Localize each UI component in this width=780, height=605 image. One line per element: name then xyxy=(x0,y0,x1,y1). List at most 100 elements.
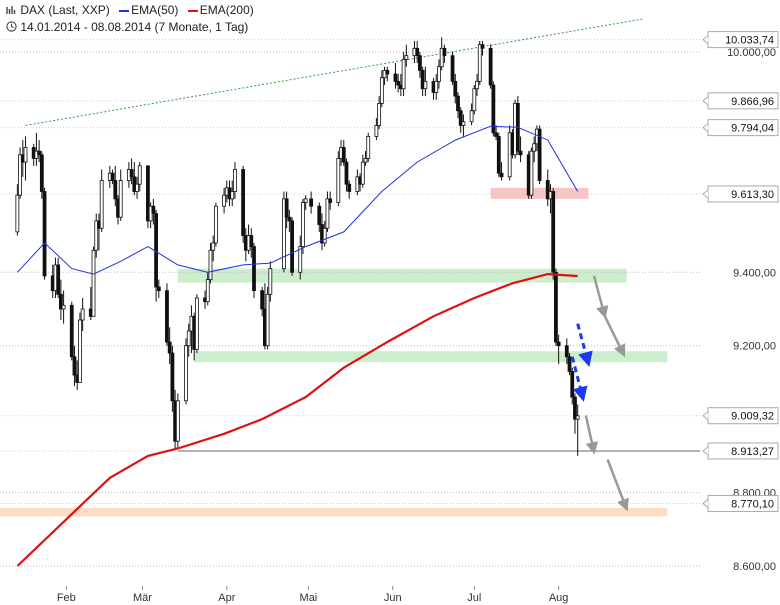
candle-body-26 xyxy=(113,180,118,200)
candle-body-80 xyxy=(328,198,333,203)
candle-body-120 xyxy=(480,44,485,49)
candle-body-44 xyxy=(184,345,188,402)
candle-body-59 xyxy=(241,169,246,236)
candle-body-28 xyxy=(118,180,123,218)
candle-body-20 xyxy=(91,249,96,317)
candle-body-133 xyxy=(532,143,537,152)
candle-body-90 xyxy=(366,136,371,159)
candle-body-3 xyxy=(23,147,28,163)
price-label-pointer-2 xyxy=(702,123,709,133)
candle-body-136 xyxy=(545,180,550,200)
candle-body-114 xyxy=(458,110,463,126)
candle-body-130 xyxy=(518,150,523,156)
candle-body-76 xyxy=(317,205,322,225)
candle-body-48 xyxy=(194,297,199,350)
candle-body-58 xyxy=(233,169,237,192)
clock-icon xyxy=(6,21,17,32)
zone-band-1 xyxy=(194,351,668,363)
price-label-4: 9.009,32 xyxy=(731,411,774,423)
x-tick-label-6: Aug xyxy=(549,592,569,604)
projection-arrow-5 xyxy=(606,459,629,512)
candle-body-123 xyxy=(494,132,498,137)
chart-header-line2: 14.01.2014 - 08.08.2014 (7 Monate, 1 Tag… xyxy=(6,20,248,34)
price-label-6: 8.770,10 xyxy=(731,499,774,511)
price-label-0: 10.033,74 xyxy=(725,35,774,47)
candle-body-78 xyxy=(322,227,327,244)
candle-body-141 xyxy=(564,345,569,358)
candle-body-40 xyxy=(167,341,172,354)
candle-body-17 xyxy=(78,319,82,383)
x-tick-label-3: Mai xyxy=(300,592,318,604)
candle-body-103 xyxy=(418,55,422,71)
price-label-2: 9.794,04 xyxy=(731,123,774,135)
x-tick-label-1: Mär xyxy=(133,592,152,604)
price-label-pointer-1 xyxy=(702,96,709,106)
candle-body-92 xyxy=(377,103,382,126)
candle-body-110 xyxy=(442,47,447,57)
candle-body-6 xyxy=(37,150,42,156)
candle-body-121 xyxy=(488,47,493,86)
instrument-name: DAX (Last, XXP) xyxy=(20,3,110,17)
ema50-line xyxy=(17,125,579,275)
candle-body-104 xyxy=(420,69,425,90)
candle-body-66 xyxy=(265,293,270,347)
candle-body-107 xyxy=(434,80,439,93)
candle-body-51 xyxy=(208,249,213,281)
x-tick-label-4: Jun xyxy=(384,592,402,604)
candle-body-0 xyxy=(15,194,20,233)
ema200-legend-label: EMA(200) xyxy=(199,3,254,17)
candle-body-21 xyxy=(94,220,99,251)
zone-band-2 xyxy=(490,187,589,199)
ema200-line xyxy=(16,272,578,567)
candle-body-143 xyxy=(570,371,575,398)
candle-body-112 xyxy=(453,80,458,97)
candle-body-96 xyxy=(393,73,398,82)
price-label-1: 9.866,96 xyxy=(731,96,774,108)
projection-arrow-1 xyxy=(603,315,626,358)
candle-body-33 xyxy=(137,165,142,185)
chart-icon xyxy=(6,4,17,14)
candle-body-81 xyxy=(336,158,341,203)
candle-body-11 xyxy=(56,264,61,295)
candle-body-113 xyxy=(456,95,460,112)
candle-body-135 xyxy=(537,128,542,181)
candle-body-12 xyxy=(58,293,63,310)
candle-body-75 xyxy=(309,198,314,207)
candle-body-85 xyxy=(347,183,352,192)
price-label-pointer-3 xyxy=(702,189,709,199)
candle-body-74 xyxy=(303,198,308,203)
candle-body-91 xyxy=(374,125,379,137)
candle-body-34 xyxy=(146,165,150,222)
candle-body-140 xyxy=(556,341,561,347)
candle-body-83 xyxy=(341,147,346,163)
trend-line xyxy=(25,18,644,126)
candle-body-115 xyxy=(461,121,466,126)
price-label-5: 8.913,27 xyxy=(731,446,774,458)
candle-body-108 xyxy=(437,66,441,82)
candle-body-7 xyxy=(39,154,44,192)
candle-body-1 xyxy=(18,154,22,196)
candle-body-111 xyxy=(450,55,455,82)
candle-body-79 xyxy=(325,198,330,229)
x-tick-label-5: Jul xyxy=(467,592,481,604)
candle-body-84 xyxy=(344,161,349,185)
y-tick-label-2: 9.200,00 xyxy=(733,341,776,353)
candle-body-15 xyxy=(72,356,77,376)
candle-body-18 xyxy=(80,308,85,321)
candle-body-37 xyxy=(154,213,158,288)
candle-body-53 xyxy=(214,205,218,244)
candle-body-109 xyxy=(439,47,444,68)
y-tick-label-1: 9.400,00 xyxy=(733,267,776,279)
x-tick-label-0: Feb xyxy=(57,592,76,604)
candle-body-89 xyxy=(363,158,368,163)
price-label-pointer-4 xyxy=(702,411,709,421)
price-label-pointer-0 xyxy=(702,35,709,45)
candle-body-100 xyxy=(404,55,409,60)
projection-arrow-3 xyxy=(570,356,588,402)
projection-arrow-0 xyxy=(592,275,609,319)
candle-body-69 xyxy=(284,198,289,218)
candle-body-119 xyxy=(477,44,482,82)
candle-body-8 xyxy=(42,191,47,277)
candle-body-25 xyxy=(110,172,115,181)
